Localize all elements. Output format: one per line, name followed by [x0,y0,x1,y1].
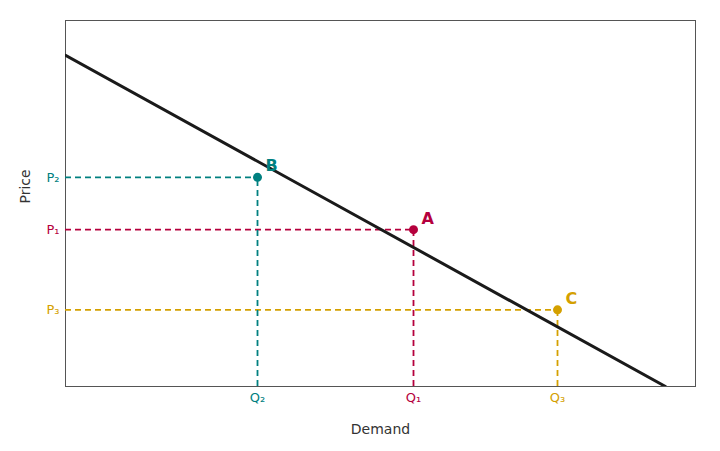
svg-text:Q₃: Q₃ [550,390,565,405]
svg-text:B: B [266,156,278,175]
svg-text:C: C [566,289,578,308]
svg-text:A: A [422,209,435,228]
svg-text:Demand: Demand [351,421,410,437]
svg-text:Price: Price [17,169,33,203]
svg-text:Q₂: Q₂ [250,390,265,405]
svg-text:Q₁: Q₁ [406,390,421,405]
svg-text:P₁: P₁ [46,222,59,237]
svg-text:P₂: P₂ [46,170,59,185]
svg-text:P₃: P₃ [46,302,59,317]
